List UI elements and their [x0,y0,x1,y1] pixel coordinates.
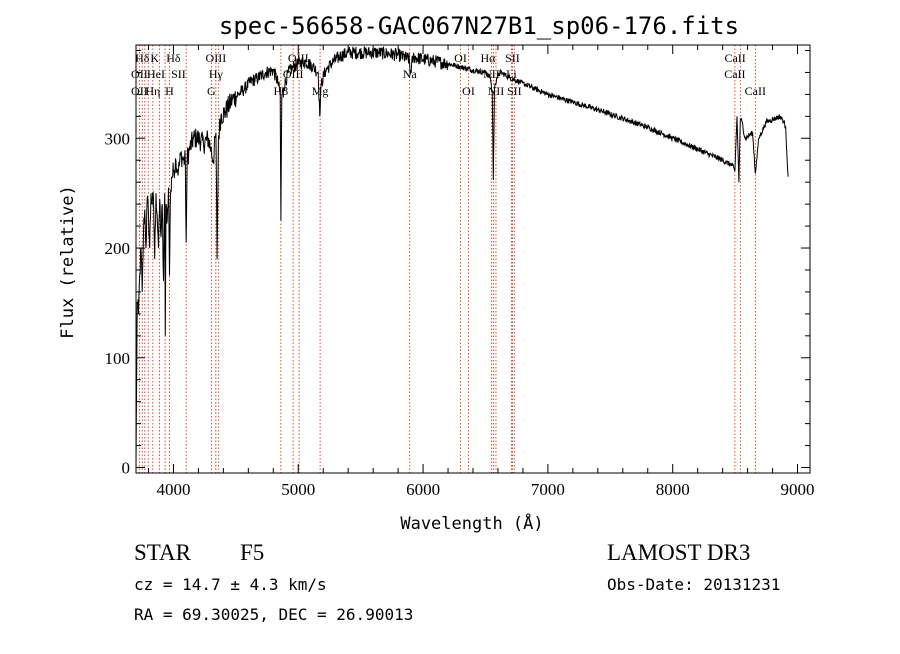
tick-labels: 4000 5000 6000 7000 8000 9000 0 100 200 300 [105,129,815,499]
y-axis-label: Flux (relative) [58,185,78,339]
redshift-velocity: cz = 14.7 ± 4.3 km/s [134,575,327,594]
line-id-label: SII [171,67,186,81]
line-id-label: Hα [481,51,497,65]
line-id-label: Hδ [135,51,150,65]
plot-frame [135,44,811,474]
line-id-label: OII [131,67,148,81]
line-id-label: OIII [206,51,227,65]
line-id-label: Hγ [209,67,224,81]
line-id-label: Li [506,67,517,81]
survey-name: LAMOST DR3 [607,540,750,565]
observation-date: Obs-Date: 20131231 [607,575,780,594]
line-id-label: NII [483,67,500,81]
y-tick-label: 100 [105,349,131,368]
line-id-label: Hη [145,84,160,98]
line-id-label: HeI [147,67,165,81]
line-id-label: CaII [745,84,766,98]
series-group [135,46,789,468]
marker-lines [138,45,756,473]
x-tick-label: 8000 [656,480,690,499]
y-tick-label: 300 [105,129,131,148]
line-id-label: OIII [283,67,304,81]
x-axis-label: Wavelength (Å) [400,512,543,534]
line-id-label: OI [462,84,475,98]
coordinates: RA = 69.30025, DEC = 26.90013 [134,605,413,624]
x-tick-label: 7000 [531,480,565,499]
line-id-label: OIII [288,51,309,65]
line-id-label: G [207,84,216,98]
x-tick-label: 6000 [406,480,440,499]
line-id-label: SII [505,51,520,65]
line-id-label: Hβ [274,84,289,98]
line-id-label: K [150,51,159,65]
line-id-label: Hδ [166,51,181,65]
line-id-label: SII [507,84,522,98]
line-id-label: Mg [312,84,329,98]
axis-ticks [136,45,810,473]
line-id-label: OII [131,84,148,98]
chart-title: spec-56658-GAC067N27B1_sp06-176.fits [219,12,739,40]
y-tick-label: 200 [105,239,131,258]
line-id-label: Na [403,67,418,81]
line-id-label: NII [488,84,505,98]
object-subclass: F5 [240,540,264,565]
x-tick-label: 4000 [156,480,190,499]
x-tick-label: 5000 [281,480,315,499]
line-id-label: CaII [724,67,745,81]
line-id-label: OI [454,51,467,65]
spectrum-line [135,46,789,468]
object-class: STAR [134,540,192,565]
line-id-label: H [165,84,174,98]
y-tick-label: 0 [122,459,131,478]
x-tick-label: 9000 [781,480,815,499]
line-id-label: CaII [724,51,745,65]
